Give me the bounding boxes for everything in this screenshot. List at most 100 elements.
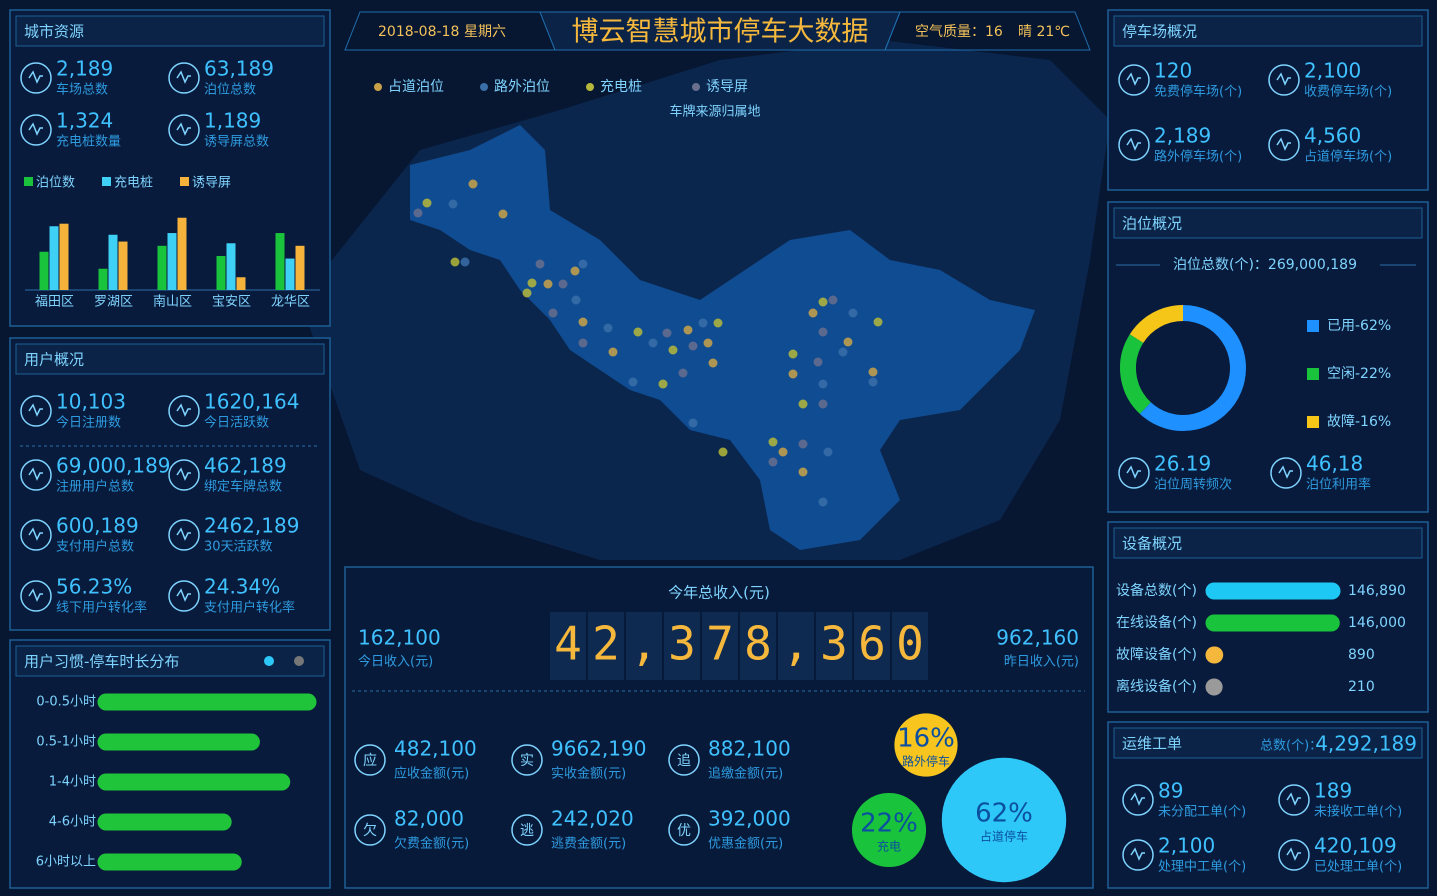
legend-swatch <box>180 177 189 186</box>
legend-swatch <box>1307 416 1319 428</box>
bubble-value: 22% <box>860 809 918 839</box>
legend-dot <box>480 83 488 91</box>
map-dot <box>578 317 588 327</box>
stat-icon <box>168 395 200 427</box>
stat-value: 56.23% <box>56 575 132 599</box>
map-dot <box>527 278 537 288</box>
value-label: 146,890 <box>1348 583 1406 599</box>
stat-label: 泊位周转频次 <box>1154 477 1232 493</box>
stat-label: 支付用户转化率 <box>204 600 295 616</box>
stat-icon-glyph <box>28 467 43 481</box>
stat-icon-glyph <box>28 403 43 417</box>
map-dot <box>535 259 545 269</box>
stat-icon <box>1122 839 1154 871</box>
stat-label: 车场总数 <box>56 82 108 98</box>
stat-icon <box>20 580 52 612</box>
bar <box>275 233 285 290</box>
map-dot <box>813 357 823 367</box>
map-dot <box>678 368 688 378</box>
stat-value: 2,100 <box>1158 834 1215 858</box>
bubble-value: 16% <box>897 724 955 754</box>
stat-value: 89 <box>1158 779 1183 803</box>
panel-title: 用户习惯-停车时长分布 <box>24 653 179 671</box>
stat-value: 392,000 <box>708 807 791 831</box>
today-label: 今日收入(元) <box>358 654 433 670</box>
map-dot <box>570 266 580 276</box>
digit-box <box>778 612 814 680</box>
map-dot <box>543 279 553 289</box>
map-dot <box>778 447 788 457</box>
stat-icon-glyph <box>176 70 191 84</box>
digit-box <box>626 612 662 680</box>
value-label: 146,000 <box>1348 615 1406 631</box>
legend-swatch <box>1307 320 1319 332</box>
stat-value: 46,18 <box>1306 452 1363 476</box>
stat-label: 注册用户总数 <box>56 479 134 495</box>
map-dot <box>788 369 798 379</box>
stat-value: 10,103 <box>56 390 126 414</box>
legend-dot <box>586 83 594 91</box>
map-dot <box>708 358 718 368</box>
bar <box>118 241 128 290</box>
stat-value: 9662,190 <box>551 737 646 761</box>
stat-icon <box>1278 784 1310 816</box>
digit: 4 <box>554 617 582 671</box>
stat-label: 处理中工单(个) <box>1158 860 1246 875</box>
header-air: 空气质量：16 <box>915 24 1003 40</box>
map-dot <box>848 308 858 318</box>
stat-label: 追缴金额(元) <box>708 766 783 782</box>
map-dot <box>818 379 828 389</box>
bar <box>295 245 305 290</box>
map-dot <box>571 295 581 305</box>
map-dot <box>450 257 460 267</box>
map-subtitle: 车牌来源归属地 <box>669 104 760 120</box>
donut-segment <box>1139 305 1246 431</box>
stat-icon <box>511 744 543 776</box>
map-dot <box>422 198 432 208</box>
revenue-title: 今年总收入(元) <box>668 584 770 602</box>
today-value: 162,100 <box>358 626 441 650</box>
panel-title: 用户概况 <box>24 351 84 369</box>
stat-icon-glyph <box>176 467 191 481</box>
map-dot <box>798 439 808 449</box>
stat-icon-letter: 追 <box>677 753 691 769</box>
stat-icon-letter: 应 <box>363 752 377 769</box>
legend-label: 占道泊位 <box>388 79 444 95</box>
legend-swatch <box>24 177 33 186</box>
map-dot <box>818 327 828 337</box>
total-value: 4,292,189 <box>1315 732 1417 756</box>
y-tick-label: 设备总数(个) <box>1116 582 1197 599</box>
bar <box>59 223 69 290</box>
stat-label: 占道停车场(个) <box>1304 149 1392 165</box>
map-dot <box>578 259 588 269</box>
stat-label: 收费停车场(个) <box>1304 84 1392 100</box>
stat-icon-glyph <box>1126 465 1141 479</box>
stat-value: 2462,189 <box>204 514 299 538</box>
bubble-label: 占道停车 <box>980 829 1028 844</box>
map-dot <box>460 257 470 267</box>
stat-icon <box>168 519 200 551</box>
stat-value: 1620,164 <box>204 390 299 414</box>
stat-icon-glyph <box>176 122 191 136</box>
bar <box>49 226 59 290</box>
digit: 3 <box>668 617 696 671</box>
digit: 0 <box>896 617 924 671</box>
stat-icon <box>1268 129 1300 161</box>
digit-box <box>588 612 624 680</box>
stat-label: 泊位利用率 <box>1306 477 1371 493</box>
stat-icon-glyph <box>1276 72 1291 86</box>
stat-label: 线下用户转化率 <box>56 600 147 616</box>
map-dot <box>823 447 833 457</box>
donut-segment <box>1120 334 1152 414</box>
panel-title: 城市资源 <box>24 23 84 41</box>
map-dot <box>873 317 883 327</box>
toggle-dot <box>294 656 304 666</box>
stat-value: 82,000 <box>394 807 464 831</box>
stat-icon-glyph <box>176 588 191 602</box>
stat-icon <box>168 580 200 612</box>
map-dot <box>413 208 423 218</box>
map-dot <box>843 337 853 347</box>
legend-swatch <box>1307 368 1319 380</box>
map-dot <box>558 279 568 289</box>
berth-total: 泊位总数(个)：269,000,189 <box>1173 257 1357 273</box>
